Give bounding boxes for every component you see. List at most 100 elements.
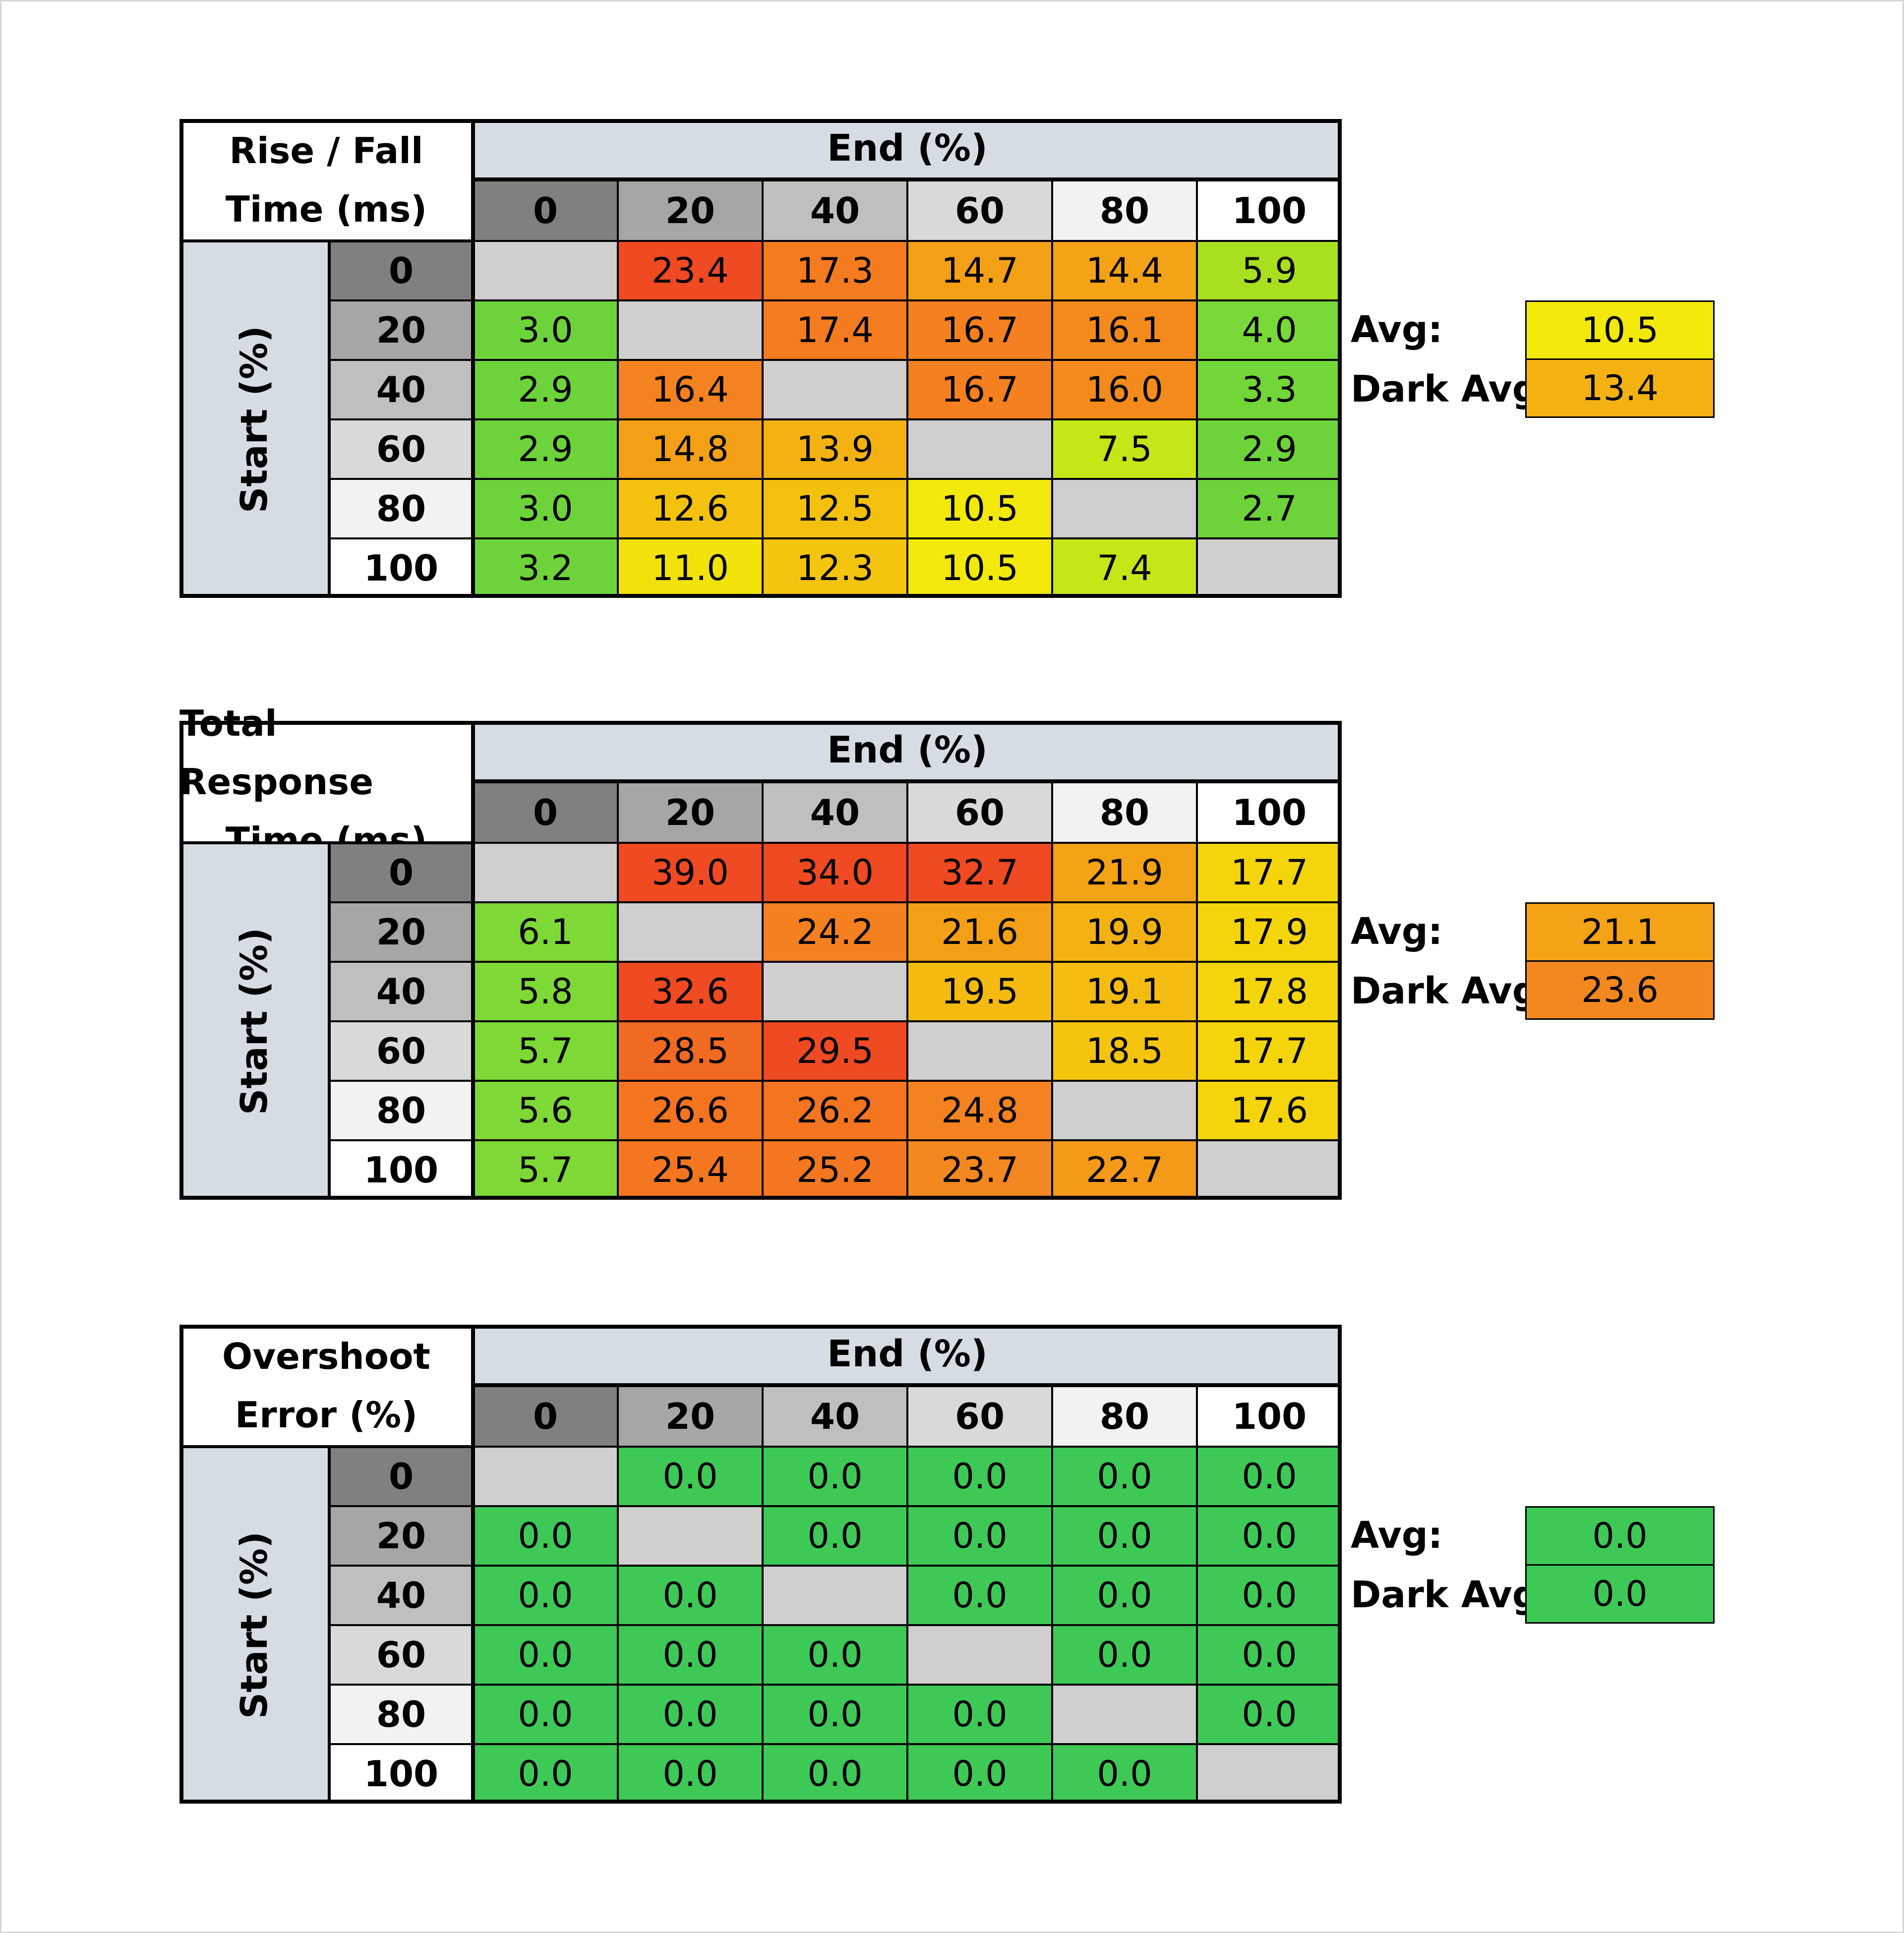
dark-avg-label: Dark Avg: bbox=[1351, 970, 1553, 1012]
heatmap-cell: 0.0 bbox=[618, 1625, 763, 1685]
column-header: 80 bbox=[1052, 180, 1197, 241]
column-header: 100 bbox=[1197, 1386, 1342, 1447]
heatmap-cell: 0.0 bbox=[473, 1625, 618, 1685]
heatmap-cell: 0.0 bbox=[907, 1506, 1052, 1566]
heatmap-cell bbox=[1197, 538, 1342, 598]
row-header: 60 bbox=[329, 1625, 473, 1685]
heatmap-cell: 10.5 bbox=[907, 479, 1052, 538]
heatmap-cell bbox=[618, 1506, 763, 1566]
column-header: 0 bbox=[473, 180, 618, 241]
start-axis-label: Start (%) bbox=[233, 927, 276, 1115]
column-header: 60 bbox=[907, 180, 1052, 241]
heatmap-cell bbox=[1052, 1081, 1197, 1140]
heatmap-cell: 0.0 bbox=[763, 1447, 907, 1506]
heatmap-cell: 22.7 bbox=[1052, 1140, 1197, 1200]
table-title: Rise / Fall Time (ms) bbox=[179, 119, 473, 241]
start-axis-label: Start (%) bbox=[233, 1531, 276, 1719]
column-header: 60 bbox=[907, 782, 1052, 843]
heatmap-cell: 32.6 bbox=[618, 962, 763, 1021]
heatmap-cell: 0.0 bbox=[1197, 1685, 1342, 1744]
heatmap-cell: 7.5 bbox=[1052, 419, 1197, 479]
column-header: 20 bbox=[618, 1386, 763, 1447]
start-axis-header: Start (%) bbox=[179, 1447, 329, 1804]
avg-label: Avg: bbox=[1351, 308, 1443, 351]
heatmap-cell: 14.7 bbox=[907, 241, 1052, 300]
heatmap-cell: 2.7 bbox=[1197, 479, 1342, 538]
heatmap-cell: 2.9 bbox=[473, 360, 618, 419]
heatmap-cell: 0.0 bbox=[618, 1447, 763, 1506]
column-header: 40 bbox=[763, 1386, 907, 1447]
heatmap-cell bbox=[763, 1566, 907, 1625]
row-header: 40 bbox=[329, 360, 473, 419]
heatmap-cell: 0.0 bbox=[907, 1447, 1052, 1506]
separator-line bbox=[328, 241, 331, 598]
table-title-line: Total Response bbox=[179, 703, 374, 803]
heatmap-cell: 17.7 bbox=[1197, 1021, 1342, 1081]
column-header: 80 bbox=[1052, 782, 1197, 843]
separator-line bbox=[471, 721, 475, 1200]
heatmap-cell bbox=[618, 300, 763, 360]
heatmap-section: Rise / Fall Time (ms) End (%) 0 20 40 60 80 100 S… bbox=[0, 119, 1904, 664]
heatmap-cell: 0.0 bbox=[907, 1685, 1052, 1744]
row-header: 40 bbox=[329, 962, 473, 1021]
end-axis-header: End (%) bbox=[473, 721, 1342, 782]
heatmap-cell bbox=[473, 241, 618, 300]
heatmap-cell: 0.0 bbox=[1052, 1744, 1197, 1804]
heatmap-cell: 0.0 bbox=[1197, 1625, 1342, 1685]
row-header: 60 bbox=[329, 1021, 473, 1081]
avg-value: 21.1 bbox=[1525, 902, 1715, 962]
heatmap-cell: 12.3 bbox=[763, 538, 907, 598]
separator-line bbox=[179, 1445, 473, 1448]
heatmap-cell: 0.0 bbox=[1052, 1506, 1197, 1566]
heatmap-cell: 0.0 bbox=[763, 1625, 907, 1685]
start-axis-label: Start (%) bbox=[233, 325, 276, 514]
heatmap-cell bbox=[907, 419, 1052, 479]
heatmap-cell: 6.1 bbox=[473, 902, 618, 962]
heatmap-cell: 0.0 bbox=[618, 1744, 763, 1804]
heatmap-cell bbox=[1052, 1685, 1197, 1744]
row-header: 80 bbox=[329, 1685, 473, 1744]
heatmap-cell: 24.2 bbox=[763, 902, 907, 962]
column-header: 40 bbox=[763, 180, 907, 241]
heatmap-cell: 0.0 bbox=[618, 1685, 763, 1744]
heatmap-cell: 25.4 bbox=[618, 1140, 763, 1200]
heatmap-cell: 16.1 bbox=[1052, 300, 1197, 360]
heatmap-cell: 0.0 bbox=[1197, 1506, 1342, 1566]
column-header: 20 bbox=[618, 782, 763, 843]
heatmap-cell: 16.7 bbox=[907, 360, 1052, 419]
dark-avg-value: 0.0 bbox=[1525, 1564, 1715, 1624]
heatmap-cell bbox=[763, 962, 907, 1021]
heatmap-cell: 29.5 bbox=[763, 1021, 907, 1081]
heatmap-cell: 3.2 bbox=[473, 538, 618, 598]
heatmap-cell: 16.0 bbox=[1052, 360, 1197, 419]
heatmap-cell: 3.0 bbox=[473, 479, 618, 538]
heatmap-cell: 17.6 bbox=[1197, 1081, 1342, 1140]
heatmap-cell: 0.0 bbox=[473, 1685, 618, 1744]
heatmap-cell: 5.7 bbox=[473, 1140, 618, 1200]
heatmap-cell bbox=[907, 1021, 1052, 1081]
column-header: 0 bbox=[473, 782, 618, 843]
table-title-line: Overshoot bbox=[222, 1336, 430, 1377]
row-header: 20 bbox=[329, 902, 473, 962]
dark-avg-value: 13.4 bbox=[1525, 358, 1715, 418]
heatmap-cell: 0.0 bbox=[473, 1744, 618, 1804]
avg-value: 0.0 bbox=[1525, 1506, 1715, 1566]
table-title: Overshoot Error (%) bbox=[179, 1325, 473, 1447]
heatmap-cell: 21.9 bbox=[1052, 843, 1197, 902]
dark-avg-value: 23.6 bbox=[1525, 960, 1715, 1020]
start-axis-header: Start (%) bbox=[179, 241, 329, 598]
heatmap-cell: 24.8 bbox=[907, 1081, 1052, 1140]
heatmap-cell: 16.4 bbox=[618, 360, 763, 419]
heatmap-cell: 0.0 bbox=[473, 1506, 618, 1566]
avg-label: Avg: bbox=[1351, 910, 1443, 953]
row-header: 20 bbox=[329, 300, 473, 360]
heatmap-cell: 0.0 bbox=[473, 1566, 618, 1625]
heatmap-cell bbox=[473, 843, 618, 902]
row-header: 100 bbox=[329, 1744, 473, 1804]
avg-label: Avg: bbox=[1351, 1514, 1443, 1557]
heatmap-cell: 19.1 bbox=[1052, 962, 1197, 1021]
end-axis-header: End (%) bbox=[473, 1325, 1342, 1386]
table-title: Total Response Time (ms) bbox=[179, 703, 473, 861]
row-header: 0 bbox=[329, 843, 473, 902]
